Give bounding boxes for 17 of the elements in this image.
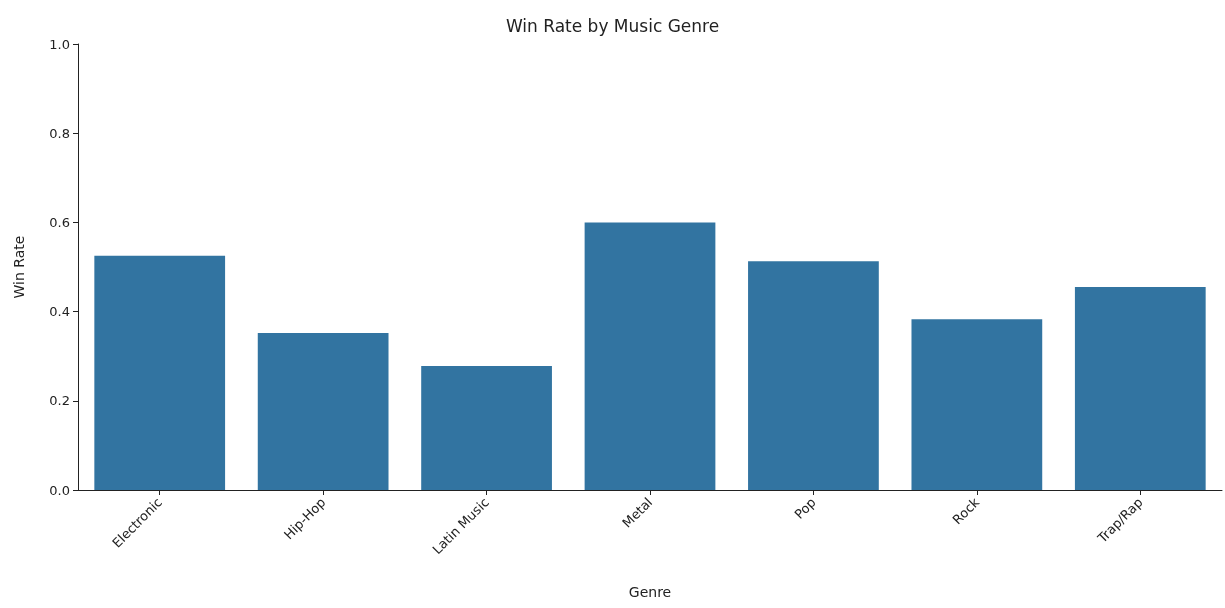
y-axis-title: Win Rate — [11, 235, 27, 299]
bar — [421, 366, 552, 490]
y-tick-label: 0.2 — [49, 393, 70, 409]
bar — [257, 333, 389, 490]
bar — [584, 222, 716, 490]
bar — [94, 255, 226, 490]
x-tick-label: Pop — [791, 494, 819, 522]
x-axis-title: Genre — [628, 584, 672, 600]
y-tick-label: 1.0 — [49, 36, 70, 52]
y-tick-label: 0.4 — [49, 304, 70, 320]
y-tick-label: 0.0 — [49, 482, 70, 498]
bar — [911, 319, 1043, 490]
bar — [748, 261, 879, 490]
y-tick-label: 0.6 — [49, 214, 70, 230]
bar — [1074, 287, 1206, 490]
chart-title: Win Rate by Music Genre — [505, 15, 720, 36]
y-tick-label: 0.8 — [49, 125, 70, 141]
